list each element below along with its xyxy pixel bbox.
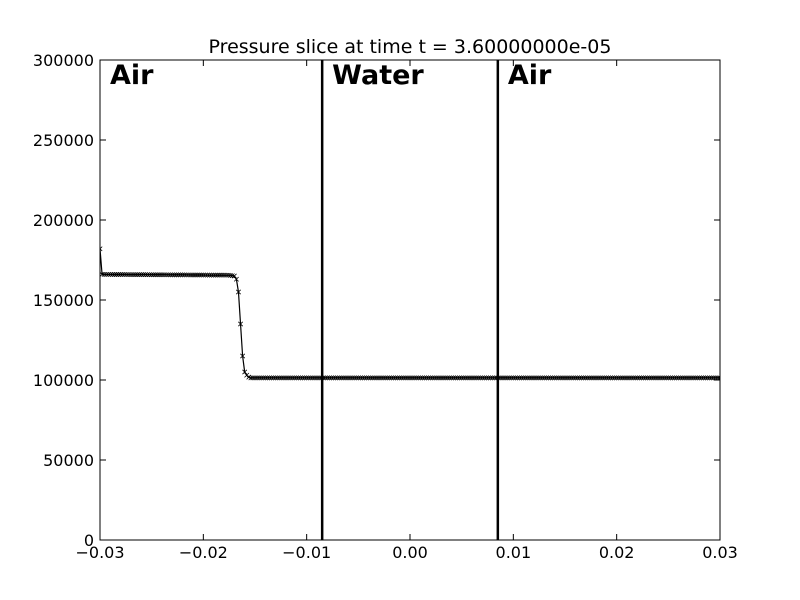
y-tick-label: 200000 bbox=[33, 211, 94, 230]
plot-area: Air Water Air bbox=[98, 60, 722, 540]
x-tick-label: −0.02 bbox=[179, 543, 228, 562]
series-line bbox=[100, 249, 720, 378]
axes: −0.03 −0.02 −0.01 0.00 0.01 0.02 0.03050000100… bbox=[33, 51, 738, 562]
x-tick-label: 0.03 bbox=[702, 543, 738, 562]
y-tick-label: 100000 bbox=[33, 371, 94, 390]
y-tick-label: 250000 bbox=[33, 131, 94, 150]
y-tick-label: 50000 bbox=[43, 451, 94, 470]
x-tick-label: −0.01 bbox=[282, 543, 331, 562]
series-markers bbox=[98, 247, 722, 381]
x-tick-label: 0.00 bbox=[392, 543, 428, 562]
y-tick-label: 150000 bbox=[33, 291, 94, 310]
region-label-2: Water bbox=[332, 60, 424, 91]
region-label-1: Air bbox=[110, 60, 154, 91]
x-tick-label: 0.02 bbox=[599, 543, 635, 562]
x-tick-label: 0.01 bbox=[496, 543, 532, 562]
y-tick-label: 300000 bbox=[33, 51, 94, 70]
plot-frame bbox=[100, 60, 720, 540]
region-label-3: Air bbox=[508, 60, 552, 91]
chart-title: Pressure slice at time t = 3.60000000e-0… bbox=[209, 36, 612, 58]
y-tick-label: 0 bbox=[84, 531, 94, 550]
